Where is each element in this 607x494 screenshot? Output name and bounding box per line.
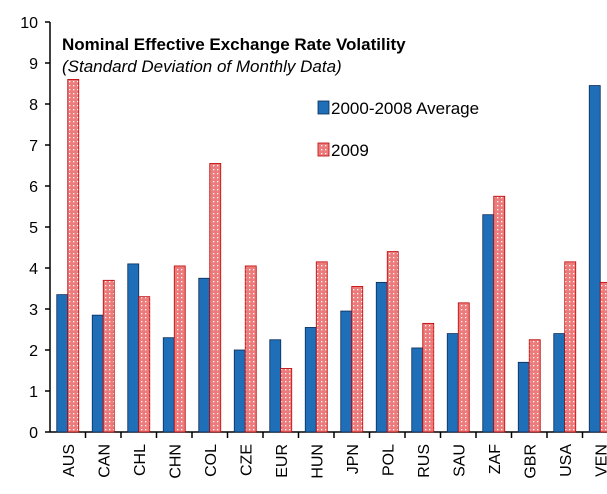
x-tick-label: USA — [558, 444, 575, 477]
x-tick-label: CHN — [167, 444, 184, 479]
bar — [56, 294, 69, 433]
bar — [173, 265, 186, 433]
bar — [138, 296, 151, 433]
legend-label: 2009 — [331, 141, 369, 160]
x-tick-label: POL — [380, 444, 397, 476]
y-tick-label: 8 — [29, 97, 38, 114]
x-tick-label: CAN — [96, 444, 113, 478]
y-tick-label: 1 — [29, 384, 38, 401]
x-tick-label: ZAF — [487, 444, 504, 474]
bar — [127, 263, 140, 433]
bar — [564, 261, 577, 433]
x-tick-label: EUR — [274, 444, 291, 478]
y-tick-label: 4 — [29, 261, 38, 278]
bar — [553, 333, 566, 433]
legend-swatch — [317, 142, 330, 157]
bar — [386, 251, 399, 433]
x-tick-label: GBR — [522, 444, 539, 479]
annotation-title: Nominal Effective Exchange Rate Volatili… — [62, 35, 406, 54]
bar — [162, 337, 175, 433]
y-tick-label: 6 — [29, 179, 38, 196]
y-tick-label: 3 — [29, 302, 38, 319]
x-tick-label: CZE — [238, 444, 255, 476]
y-tick-label: 9 — [29, 56, 38, 73]
bar — [340, 310, 353, 433]
y-tick-label: 10 — [20, 15, 38, 32]
bar — [528, 339, 541, 433]
x-tick-label: VEN — [593, 444, 607, 477]
bar — [411, 347, 424, 433]
y-tick-label: 0 — [29, 425, 38, 442]
y-tick-label: 2 — [29, 343, 38, 360]
bar — [269, 339, 282, 433]
x-tick-label: COL — [203, 444, 220, 477]
x-tick-label: RUS — [416, 444, 433, 478]
y-tick-label: 5 — [29, 220, 38, 237]
bar — [67, 79, 80, 433]
bar — [102, 279, 115, 433]
annotation-subtitle: (Standard Deviation of Monthly Data) — [62, 57, 342, 76]
x-tick-label: CHL — [132, 444, 149, 476]
bar — [91, 314, 104, 433]
bar — [244, 265, 257, 433]
bar — [280, 368, 293, 433]
bar — [517, 361, 530, 433]
bar — [446, 333, 459, 433]
bar — [315, 261, 328, 433]
bar — [588, 85, 601, 433]
bar — [457, 302, 470, 433]
bar — [422, 322, 435, 433]
bar — [493, 195, 506, 433]
bar — [375, 281, 388, 433]
bar — [482, 214, 495, 433]
bar — [209, 163, 222, 433]
bar — [304, 327, 317, 433]
x-tick-label: JPN — [345, 444, 362, 474]
legend-label: 2000-2008 Average — [331, 99, 479, 118]
legend-swatch — [317, 100, 330, 115]
x-tick-label: HUN — [309, 444, 326, 479]
y-tick-label: 7 — [29, 138, 38, 155]
bar — [233, 349, 246, 433]
bar — [351, 286, 364, 433]
x-tick-label: AUS — [61, 444, 78, 477]
bar — [198, 277, 211, 433]
bar — [599, 281, 607, 433]
x-tick-label: SAU — [451, 444, 468, 477]
